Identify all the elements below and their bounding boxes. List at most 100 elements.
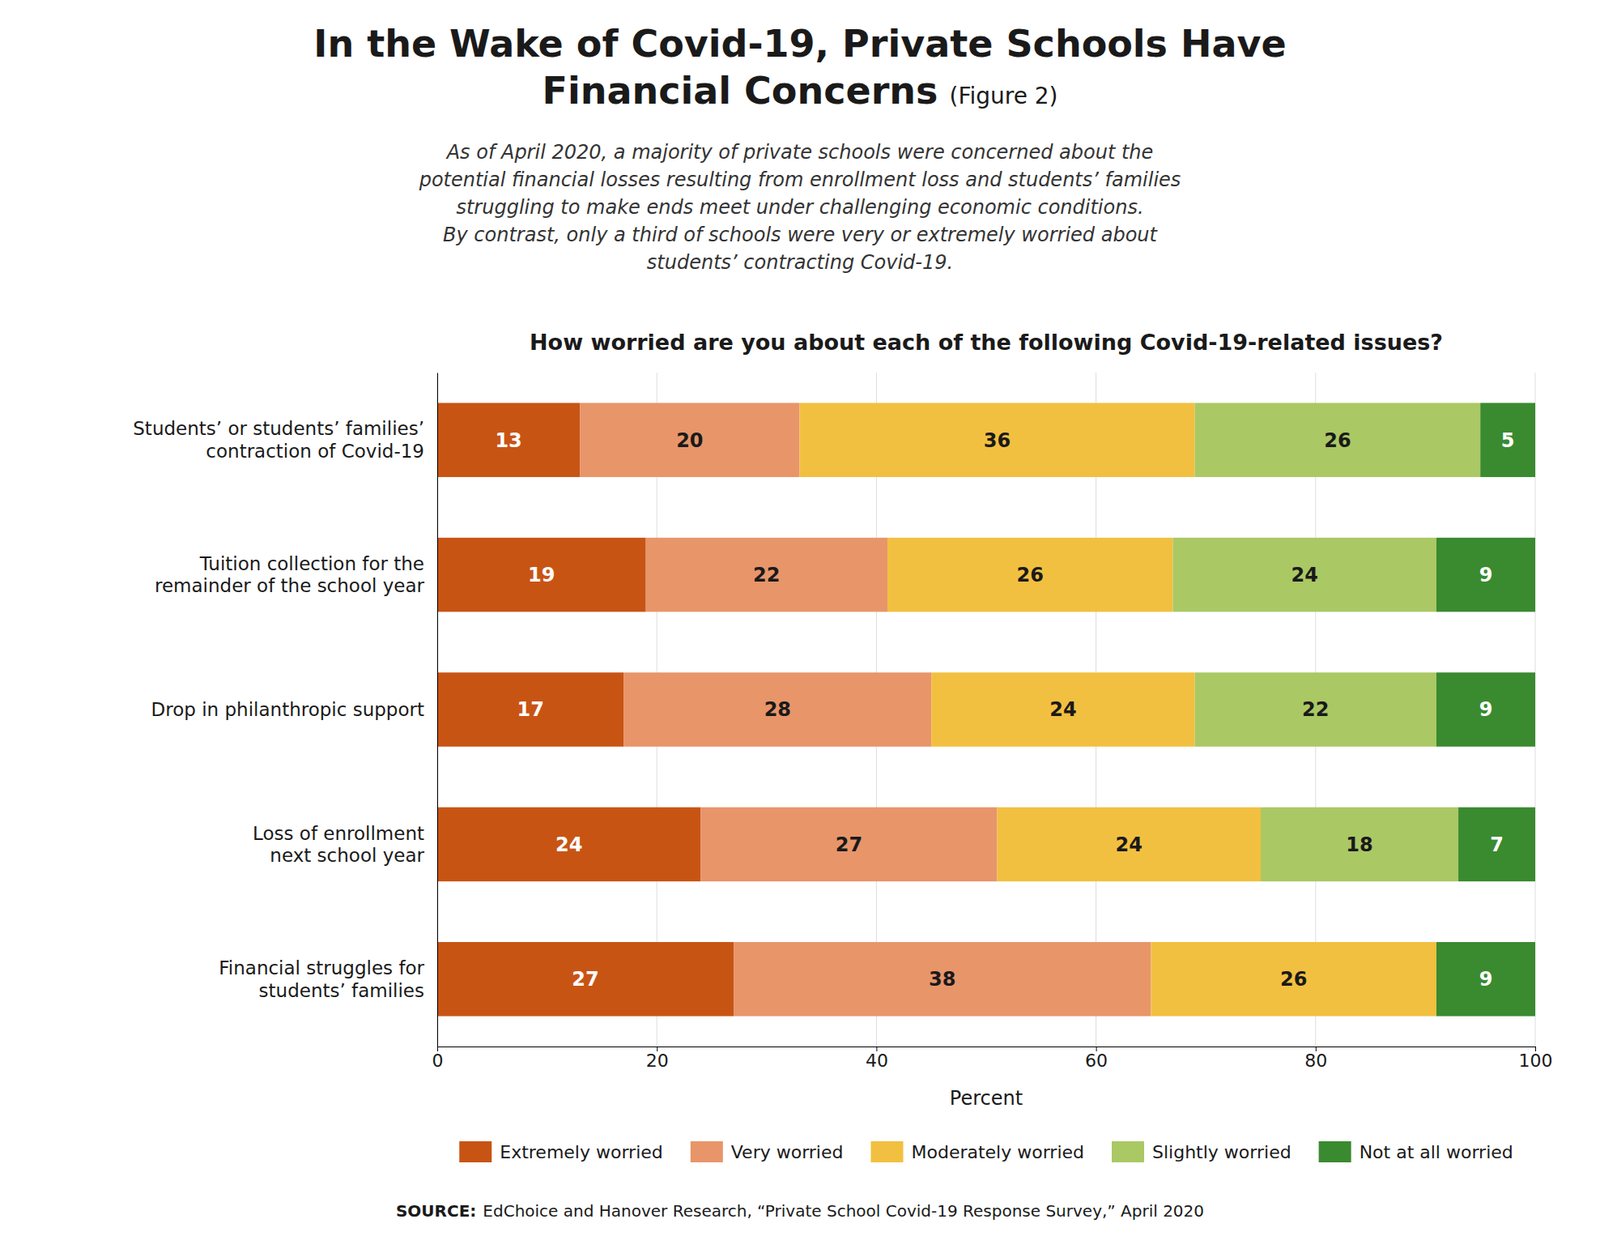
tick-label: Loss of enrollmentnext school year xyxy=(252,822,425,867)
tick: Loss of enrollmentnext school year xyxy=(252,822,438,867)
subtitle-line: By contrast, only a third of schools wer… xyxy=(442,223,1158,247)
bar xyxy=(1150,941,1437,1017)
bar xyxy=(799,402,1195,477)
tick-label-line: contraction of Covid-19 xyxy=(205,440,425,462)
tick-label-line: next school year xyxy=(269,844,425,866)
legend-entry: Slightly worried xyxy=(1111,1140,1292,1162)
tick: 0 xyxy=(432,1046,444,1071)
tick-label-line: Students’ or students’ families’ xyxy=(132,417,425,439)
x-axis-title: Percent xyxy=(949,1086,1023,1110)
source-label: SOURCE: xyxy=(395,1200,477,1221)
subtitle-line: As of April 2020, a majority of private … xyxy=(445,140,1154,164)
data-label: 26 xyxy=(1323,429,1351,452)
source-text: EdChoice and Hanover Research, “Private … xyxy=(482,1200,1205,1221)
data-label: 24 xyxy=(555,833,583,856)
legend-entry: Extremely worried xyxy=(459,1140,664,1162)
series xyxy=(799,402,1436,1016)
x-axis: 0 20 40 60 80 100 xyxy=(432,1046,1554,1071)
tick-label-line: Financial struggles for xyxy=(218,957,425,979)
legend-entry: Moderately worried xyxy=(870,1140,1085,1162)
tick: 80 xyxy=(1304,1046,1328,1071)
data-label: 9 xyxy=(1479,697,1494,721)
tick-label: 0 xyxy=(432,1050,444,1071)
data-label: 24 xyxy=(1291,563,1319,587)
legend-entry: Very worried xyxy=(690,1140,844,1162)
data-label: 22 xyxy=(1302,697,1329,721)
subtitle-line: potential financial losses resulting fro… xyxy=(418,168,1182,192)
tick: Students’ or students’ families’contract… xyxy=(132,417,438,462)
legend-label: Slightly worried xyxy=(1152,1141,1292,1162)
bar xyxy=(1436,672,1536,747)
subtitle-line: students’ contracting Covid-19. xyxy=(646,251,954,274)
axis-line xyxy=(437,373,439,1047)
heading-note: (Figure 2) xyxy=(948,82,1058,110)
bar xyxy=(1195,402,1481,477)
bar xyxy=(437,672,625,747)
grid xyxy=(437,372,1536,1047)
data-label: 17 xyxy=(517,697,545,721)
tick: 60 xyxy=(1085,1046,1108,1071)
bar xyxy=(700,807,997,882)
chart-svg: In the Wake of Covid-19, Private Schools… xyxy=(0,0,1600,1249)
chart-title: How worried are you about each of the fo… xyxy=(529,329,1443,355)
series xyxy=(1173,402,1481,881)
tick: Drop in philanthropic support xyxy=(151,698,438,720)
tick-label: 100 xyxy=(1519,1050,1554,1071)
bar xyxy=(887,537,1174,613)
tick: 100 xyxy=(1519,1046,1554,1071)
data-label: 27 xyxy=(835,833,863,856)
subtitle: As of April 2020, a majority of private … xyxy=(418,140,1182,274)
heading-text: In the Wake of Covid-19, Private Schools… xyxy=(313,21,1286,66)
bar xyxy=(579,402,800,477)
tick-label: Drop in philanthropic support xyxy=(151,698,425,720)
data-label: 13 xyxy=(494,429,522,452)
series xyxy=(579,402,1151,1016)
legend-swatch xyxy=(870,1140,903,1162)
subtitle-line: struggling to make ends meet under chall… xyxy=(455,195,1144,219)
data-label: 38 xyxy=(928,967,956,991)
tick-label: 60 xyxy=(1085,1050,1108,1071)
bar xyxy=(1458,807,1536,882)
tick-label: 40 xyxy=(865,1050,889,1071)
bars xyxy=(437,402,1536,1016)
legend-swatch xyxy=(690,1140,724,1162)
legend-swatch xyxy=(1111,1140,1145,1162)
bar xyxy=(931,672,1195,747)
data-label: 26 xyxy=(1017,563,1044,587)
bar xyxy=(1173,537,1437,613)
legend: Extremely worried Very worried Moderately … xyxy=(459,1140,1513,1162)
data-label: 20 xyxy=(676,429,703,452)
bar xyxy=(1195,672,1437,747)
data-label: 9 xyxy=(1479,563,1494,587)
bar xyxy=(733,941,1151,1017)
heading-text: Financial Concerns xyxy=(541,68,938,113)
bar xyxy=(997,807,1261,882)
tick-label-line: Tuition collection for the xyxy=(199,553,425,575)
data-labels: 1319172427202228273836262424262624221859… xyxy=(494,429,1515,992)
bar xyxy=(437,941,734,1017)
tick-label-line: students’ families xyxy=(259,979,425,1001)
heading: In the Wake of Covid-19, Private Schools… xyxy=(313,21,1286,113)
bar xyxy=(437,537,647,613)
bar xyxy=(1260,807,1459,882)
data-label: 26 xyxy=(1280,967,1307,991)
data-label: 22 xyxy=(753,563,780,587)
tick-label: 80 xyxy=(1304,1050,1328,1071)
data-label: 18 xyxy=(1345,833,1373,856)
plot: 1319172427202228273836262424262624221859… xyxy=(132,372,1553,1071)
legend-swatch xyxy=(459,1140,492,1162)
tick: 20 xyxy=(646,1046,669,1071)
tick: 40 xyxy=(865,1046,889,1071)
legend-entry: Not at all worried xyxy=(1319,1140,1514,1162)
legend-label: Not at all worried xyxy=(1359,1141,1514,1162)
bar xyxy=(1436,537,1536,613)
tick: Financial struggles forstudents’ familie… xyxy=(218,957,438,1001)
data-label: 9 xyxy=(1479,967,1494,991)
tick-label: 20 xyxy=(646,1050,669,1071)
bar xyxy=(1480,402,1536,477)
tick-label-line: Loss of enrollment xyxy=(252,822,425,844)
data-label: 24 xyxy=(1115,833,1143,856)
axis-line xyxy=(438,1046,1537,1052)
bar xyxy=(437,807,701,882)
bar xyxy=(624,672,932,747)
